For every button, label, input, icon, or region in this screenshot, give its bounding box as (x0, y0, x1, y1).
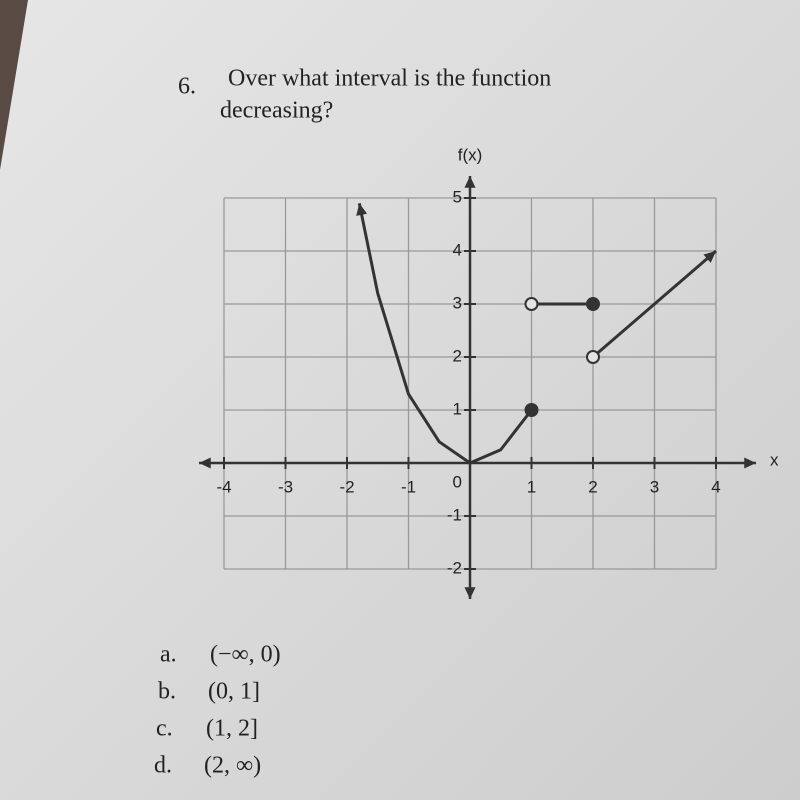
axis-arrow (464, 176, 476, 188)
y-tick-label: -1 (447, 505, 462, 524)
axis-label: x (770, 450, 779, 469)
choice-letter: b. (158, 679, 176, 705)
curve-arrow (703, 251, 716, 263)
y-tick-label: 2 (453, 346, 462, 365)
closed-point (524, 403, 539, 417)
choice-text: (1, 2] (206, 716, 258, 742)
axis-arrow (744, 457, 756, 469)
axis-arrow (199, 457, 211, 469)
function-curve (592, 249, 717, 359)
closed-point (586, 297, 600, 311)
choice-text: (0, 1] (208, 679, 260, 705)
x-tick-label: -4 (216, 477, 231, 496)
open-point (586, 350, 600, 364)
question-number: 6. (178, 74, 196, 100)
question-text: Over what interval is the function (228, 66, 551, 92)
x-tick-label: 1 (527, 477, 536, 496)
x-tick-label: 4 (711, 477, 720, 496)
curve-arrow (356, 203, 368, 216)
y-tick-label: 1 (453, 399, 462, 418)
choice-letter: a. (160, 642, 177, 668)
axis-arrow (464, 587, 476, 599)
y-tick-label: 5 (453, 187, 462, 206)
y-tick-label: 4 (453, 240, 462, 259)
open-point (524, 297, 539, 311)
choice-letter: c. (156, 716, 173, 742)
function-curve (357, 202, 533, 465)
choice-letter: d. (154, 753, 172, 779)
axis-label: f(x) (458, 145, 483, 164)
origin-label: 0 (453, 472, 462, 491)
y-tick-label: -2 (447, 558, 462, 577)
choice-text: (2, ∞) (204, 753, 261, 779)
choice-text: (−∞, 0) (210, 642, 281, 668)
x-tick-label: 3 (650, 477, 659, 496)
x-tick-label: -3 (278, 477, 293, 496)
x-tick-label: -1 (401, 477, 416, 496)
x-tick-label: 2 (588, 477, 597, 496)
y-tick-label: 3 (453, 293, 462, 312)
question-text: decreasing? (220, 98, 333, 124)
x-tick-label: -2 (339, 477, 354, 496)
